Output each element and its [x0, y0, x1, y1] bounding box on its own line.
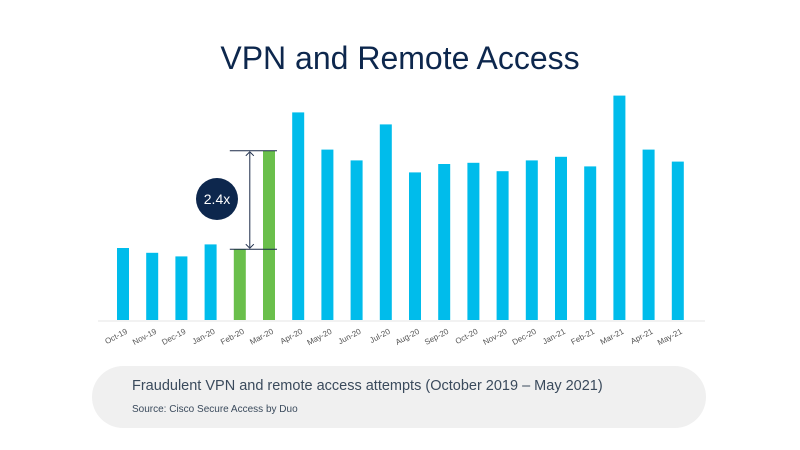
x-tick-label: Dec-20 [511, 327, 538, 347]
x-tick-label: May-21 [656, 327, 684, 348]
x-tick-label: Jan-21 [541, 327, 567, 347]
multiplier-badge [196, 178, 238, 220]
arrow-down-icon [245, 243, 255, 249]
bar-may-20 [321, 149, 334, 320]
bar-mar-20 [263, 150, 275, 320]
bar-aug-20 [409, 172, 421, 320]
x-tick-label: Feb-21 [570, 327, 597, 347]
x-tick-label: Mar-21 [599, 327, 626, 347]
x-tick-label: Nov-19 [131, 327, 158, 347]
bar-oct-19 [117, 248, 129, 320]
bar-dec-20 [525, 160, 538, 320]
x-tick-label: Feb-20 [219, 327, 246, 347]
x-tick-label: Aug-20 [394, 327, 421, 347]
bar-apr-21 [642, 149, 655, 320]
caption-box: Fraudulent VPN and remote access attempt… [92, 366, 706, 428]
bar-jul-20 [379, 124, 392, 321]
caption-text: Fraudulent VPN and remote access attempt… [132, 378, 603, 394]
x-tick-label: Jan-20 [191, 327, 217, 347]
arrow-up-icon [245, 151, 255, 157]
x-tick-label: Jun-20 [337, 327, 363, 347]
chart-title: VPN and Remote Access [220, 40, 580, 76]
x-tick-label: Nov-20 [482, 327, 509, 347]
bar-nov-20 [496, 171, 509, 320]
bar-feb-21 [584, 166, 597, 320]
bar-mar-21 [613, 95, 626, 320]
x-tick-label: Dec-19 [160, 327, 187, 347]
bar-apr-20 [292, 112, 305, 321]
multiplier-label: 2.4x [204, 191, 230, 207]
x-tick-label: Jul-20 [368, 327, 392, 345]
bar-feb-20 [233, 249, 246, 320]
x-tick-label: Apr-20 [279, 327, 305, 346]
bar-jan-21 [555, 156, 567, 320]
x-tick-label: Oct-20 [454, 327, 480, 346]
x-tick-label: Apr-21 [629, 327, 655, 346]
bar-sep-20 [438, 164, 451, 320]
bar-nov-19 [146, 252, 159, 320]
x-tick-label: Mar-20 [248, 327, 275, 347]
bar-oct-20 [467, 162, 480, 320]
bar-dec-19 [175, 256, 188, 320]
bar-jan-20 [204, 244, 217, 320]
bar-jun-20 [350, 160, 363, 320]
x-tick-label: May-20 [306, 327, 334, 348]
source-text: Source: Cisco Secure Access by Duo [132, 404, 298, 415]
bar-may-21 [671, 161, 684, 320]
x-tick-label: Sep-20 [423, 327, 450, 347]
x-tick-label: Oct-19 [104, 327, 130, 346]
